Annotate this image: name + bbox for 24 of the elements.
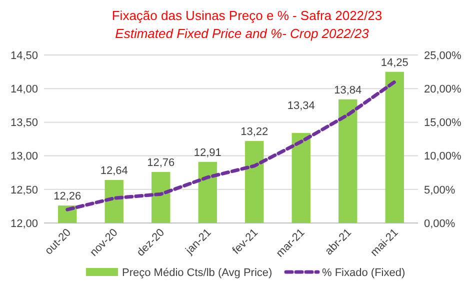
data-label: 13,34 [287,100,315,112]
y-tick-label: 13,50 [10,117,38,130]
y2-tick-label: 15,00% [424,117,462,130]
y2-tick-label: 20,00% [424,83,462,96]
y-tick-label: 14,50 [10,50,38,62]
y2-tick-label: 5,00% [424,184,456,196]
data-label: 13,84 [334,84,362,96]
data-label: 13,22 [240,126,268,138]
chart-title: Fixação das Usinas Preço e % - Safra 2022/23 [112,8,382,23]
y-tick-label: 12,00 [10,218,38,230]
y-tick-label: 14,00 [10,83,38,96]
legend-label: Preço Médio Cts/lb (Avg Price) [122,266,272,279]
y-tick-label: 13,00 [10,150,38,163]
y2-tick-label: 0,00% [424,218,456,230]
y2-tick-label: 10,00% [424,150,462,163]
y-tick-label: 12,50 [10,184,38,196]
data-label: 12,91 [194,146,222,159]
data-label: 14,25 [380,56,408,69]
data-label: 12,76 [147,156,175,169]
data-label: 12,26 [54,190,82,203]
data-label: 12,64 [100,164,128,177]
chart-subtitle: Estimated Fixed Price and %- Crop 2022/23 [115,26,370,41]
y2-tick-label: 25,00% [424,50,462,62]
legend-label: % Fixado (Fixed) [322,266,406,279]
